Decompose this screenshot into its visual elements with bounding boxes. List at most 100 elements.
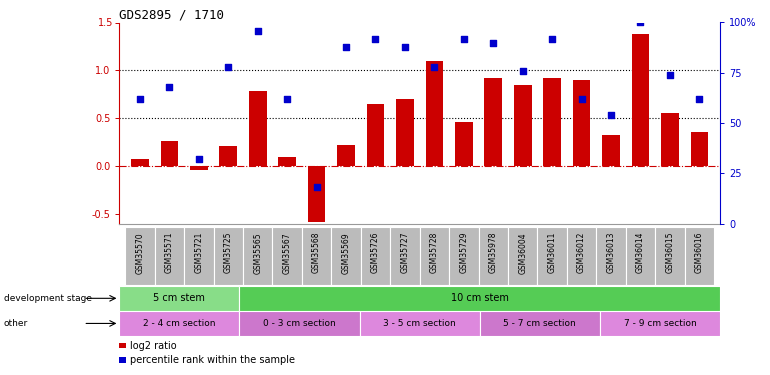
Text: GDS2895 / 1710: GDS2895 / 1710 — [119, 8, 224, 21]
Text: GSM35725: GSM35725 — [224, 232, 233, 273]
Point — [192, 156, 205, 162]
Point — [252, 27, 264, 33]
Text: 5 cm stem: 5 cm stem — [153, 293, 206, 303]
Text: GSM36013: GSM36013 — [607, 232, 615, 273]
Bar — [308, 166, 326, 222]
Point — [370, 36, 382, 42]
Bar — [600, 311, 720, 336]
Bar — [331, 227, 361, 285]
Bar — [190, 166, 208, 170]
Bar — [213, 227, 243, 285]
Text: GSM35728: GSM35728 — [430, 232, 439, 273]
Bar — [161, 141, 178, 166]
Bar — [219, 146, 237, 166]
Bar — [184, 227, 213, 285]
Bar — [239, 311, 360, 336]
Bar — [119, 357, 126, 363]
Bar — [484, 78, 502, 166]
Bar — [119, 311, 239, 336]
Point — [399, 44, 411, 50]
Point — [428, 64, 440, 70]
Text: GSM35721: GSM35721 — [194, 232, 203, 273]
Text: GSM35569: GSM35569 — [342, 232, 350, 273]
Text: GSM36016: GSM36016 — [695, 232, 704, 273]
Text: 5 - 7 cm section: 5 - 7 cm section — [504, 319, 576, 328]
Bar — [685, 227, 714, 285]
Text: GSM35568: GSM35568 — [312, 232, 321, 273]
Bar — [567, 227, 596, 285]
Text: GSM35726: GSM35726 — [371, 232, 380, 273]
Bar — [249, 92, 266, 166]
Text: 1.5: 1.5 — [98, 18, 113, 27]
Text: GSM36015: GSM36015 — [665, 232, 675, 273]
Text: GSM35571: GSM35571 — [165, 232, 174, 273]
Bar — [278, 158, 296, 166]
Point — [457, 36, 470, 42]
Bar — [602, 135, 620, 166]
Point — [517, 68, 529, 74]
Point — [575, 96, 588, 102]
Text: GSM35978: GSM35978 — [489, 232, 497, 273]
Point — [487, 40, 500, 46]
Text: percentile rank within the sample: percentile rank within the sample — [130, 355, 295, 365]
Bar — [119, 286, 239, 310]
Text: 2 - 4 cm section: 2 - 4 cm section — [143, 319, 216, 328]
Bar — [420, 227, 449, 285]
Point — [693, 96, 705, 102]
Point — [634, 20, 647, 26]
Bar — [390, 227, 420, 285]
Bar — [302, 227, 331, 285]
Bar — [631, 34, 649, 166]
Bar — [239, 286, 720, 310]
Point — [281, 96, 293, 102]
Point — [605, 112, 618, 118]
Point — [310, 184, 323, 190]
Bar — [691, 132, 708, 166]
Bar — [360, 311, 480, 336]
Bar — [426, 61, 444, 166]
Bar — [396, 99, 413, 166]
Text: GSM36014: GSM36014 — [636, 232, 645, 273]
Text: log2 ratio: log2 ratio — [130, 340, 176, 351]
Bar — [367, 104, 384, 166]
Bar — [455, 122, 473, 166]
Bar — [449, 227, 478, 285]
Text: GSM35727: GSM35727 — [400, 232, 410, 273]
Bar — [573, 80, 591, 166]
Bar — [131, 159, 149, 166]
Bar — [596, 227, 626, 285]
Bar — [243, 227, 273, 285]
Text: 7 - 9 cm section: 7 - 9 cm section — [624, 319, 696, 328]
Text: GSM35565: GSM35565 — [253, 232, 263, 273]
Bar — [361, 227, 390, 285]
Bar — [508, 227, 537, 285]
Bar — [544, 78, 561, 166]
Point — [664, 72, 676, 78]
Bar — [537, 227, 567, 285]
Bar — [126, 227, 155, 285]
Text: development stage: development stage — [4, 294, 92, 303]
Point — [222, 64, 234, 70]
Text: GSM35567: GSM35567 — [283, 232, 292, 273]
Text: GSM36012: GSM36012 — [577, 232, 586, 273]
Bar — [480, 311, 600, 336]
Text: GSM35729: GSM35729 — [460, 232, 468, 273]
Bar — [626, 227, 655, 285]
Bar — [478, 227, 508, 285]
Text: other: other — [4, 319, 28, 328]
Text: GSM35570: GSM35570 — [136, 232, 145, 273]
Bar — [337, 145, 355, 166]
Text: GSM36011: GSM36011 — [547, 232, 557, 273]
Bar — [119, 343, 126, 348]
Text: 3 - 5 cm section: 3 - 5 cm section — [383, 319, 456, 328]
Bar — [655, 227, 685, 285]
Text: GSM36004: GSM36004 — [518, 232, 527, 273]
Point — [163, 84, 176, 90]
Text: 0 - 3 cm section: 0 - 3 cm section — [263, 319, 336, 328]
Point — [134, 96, 146, 102]
Bar — [661, 113, 678, 166]
Point — [340, 44, 352, 50]
Bar — [155, 227, 184, 285]
Text: 10 cm stem: 10 cm stem — [450, 293, 509, 303]
Point — [546, 36, 558, 42]
